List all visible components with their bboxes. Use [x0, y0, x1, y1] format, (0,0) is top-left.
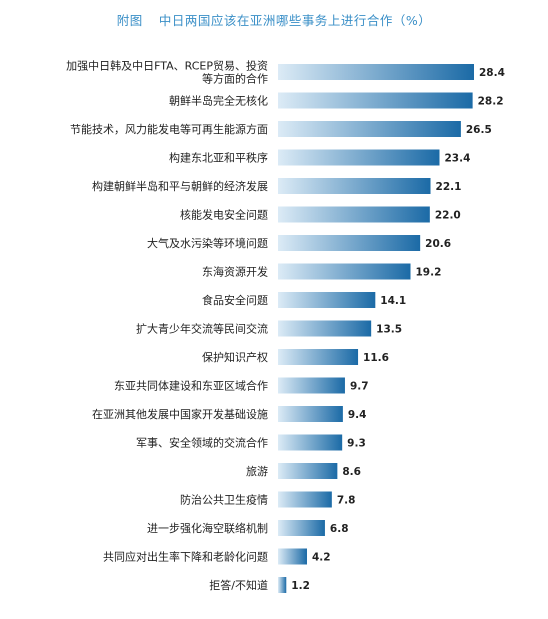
category-label-14: 旅游	[246, 464, 268, 478]
category-label-8: 食品安全问题	[202, 293, 268, 307]
category-label-9: 扩大青少年交流等民间交流	[136, 322, 268, 336]
value-label-5: 22.0	[435, 210, 461, 222]
category-label-11: 东亚共同体建设和东亚区域合作	[114, 379, 268, 393]
value-label-3: 23.4	[444, 153, 470, 165]
category-label-18: 拒答/不知道	[209, 578, 268, 592]
chart-title-prefix: 附图	[116, 13, 143, 28]
category-label-3: 构建东北亚和平秩序	[169, 151, 268, 165]
bar-15	[278, 491, 332, 508]
value-label-4: 22.1	[436, 181, 462, 193]
bar-0	[278, 64, 474, 80]
bar-4	[278, 178, 431, 194]
bar-3	[278, 149, 440, 166]
value-label-11: 9.7	[350, 381, 369, 393]
bar-1	[278, 92, 473, 109]
value-label-18: 1.2	[291, 580, 310, 592]
bar-5	[278, 206, 430, 223]
bar-12	[278, 406, 343, 422]
bar-2	[278, 121, 461, 137]
bar-7	[278, 263, 411, 280]
category-label-12: 在亚洲其他发展中国家开发基础设施	[92, 407, 268, 421]
value-label-6: 20.6	[425, 238, 451, 250]
bar-17	[278, 548, 307, 565]
category-label-6: 大气及水污染等环境问题	[147, 236, 268, 250]
category-label-13: 军事、安全领域的交流合作	[136, 436, 268, 450]
category-label-4: 构建朝鲜半岛和平与朝鲜的经济发展	[92, 179, 268, 193]
chart-title-text: 中日两国应该在亚洲哪些事务上进行合作（%）	[158, 13, 432, 28]
value-label-14: 8.6	[342, 466, 361, 478]
category-label-2: 节能技术，风力能发电等可再生能源方面	[70, 122, 268, 136]
category-label-0-line-0: 加强中日韩及中日FTA、RCEP贸易、投资	[66, 59, 268, 73]
value-label-16: 6.8	[330, 523, 349, 535]
value-label-9: 13.5	[376, 324, 402, 336]
value-label-7: 19.2	[416, 267, 442, 279]
bar-8	[278, 292, 376, 308]
bar-18	[278, 577, 287, 593]
bar-6	[278, 235, 421, 251]
bar-13	[278, 434, 343, 451]
value-label-2: 26.5	[466, 124, 492, 136]
category-label-16: 进一步强化海空联络机制	[147, 521, 268, 535]
category-label-7: 东海资源开发	[202, 265, 268, 279]
bar-10	[278, 349, 359, 365]
category-label-5: 核能发电安全问题	[180, 208, 268, 222]
value-label-15: 7.8	[337, 495, 356, 507]
bar-9	[278, 320, 372, 337]
value-label-0: 28.4	[479, 67, 505, 79]
bar-14	[278, 463, 338, 479]
bar-11	[278, 377, 345, 394]
value-label-1: 28.2	[478, 96, 504, 108]
value-label-13: 9.3	[347, 438, 366, 450]
category-label-17: 共同应对出生率下降和老龄化问题	[103, 550, 268, 564]
chart-title: 附图 中日两国应该在亚洲哪些事务上进行合作（%）	[0, 10, 548, 29]
bar-16	[278, 520, 325, 536]
category-label-1: 朝鲜半岛完全无核化	[169, 94, 268, 108]
category-label-0-line-1: 等方面的合作	[202, 72, 268, 86]
value-label-8: 14.1	[380, 295, 406, 307]
value-label-17: 4.2	[312, 552, 331, 564]
category-label-15: 防治公共卫生疫情	[180, 493, 268, 507]
value-label-10: 11.6	[363, 352, 389, 364]
category-label-10: 保护知识产权	[202, 350, 268, 364]
value-label-12: 9.4	[348, 409, 367, 421]
